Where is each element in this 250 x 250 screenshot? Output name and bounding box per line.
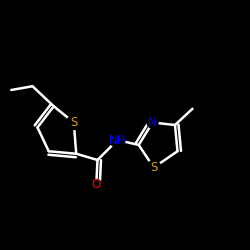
- Circle shape: [147, 117, 158, 128]
- Circle shape: [147, 160, 161, 174]
- Circle shape: [110, 132, 125, 148]
- Text: S: S: [70, 116, 78, 129]
- Text: O: O: [92, 178, 101, 192]
- Circle shape: [67, 116, 81, 130]
- Circle shape: [91, 180, 102, 190]
- Text: NH: NH: [109, 134, 126, 146]
- Text: S: S: [150, 161, 158, 174]
- Text: N: N: [148, 116, 157, 129]
